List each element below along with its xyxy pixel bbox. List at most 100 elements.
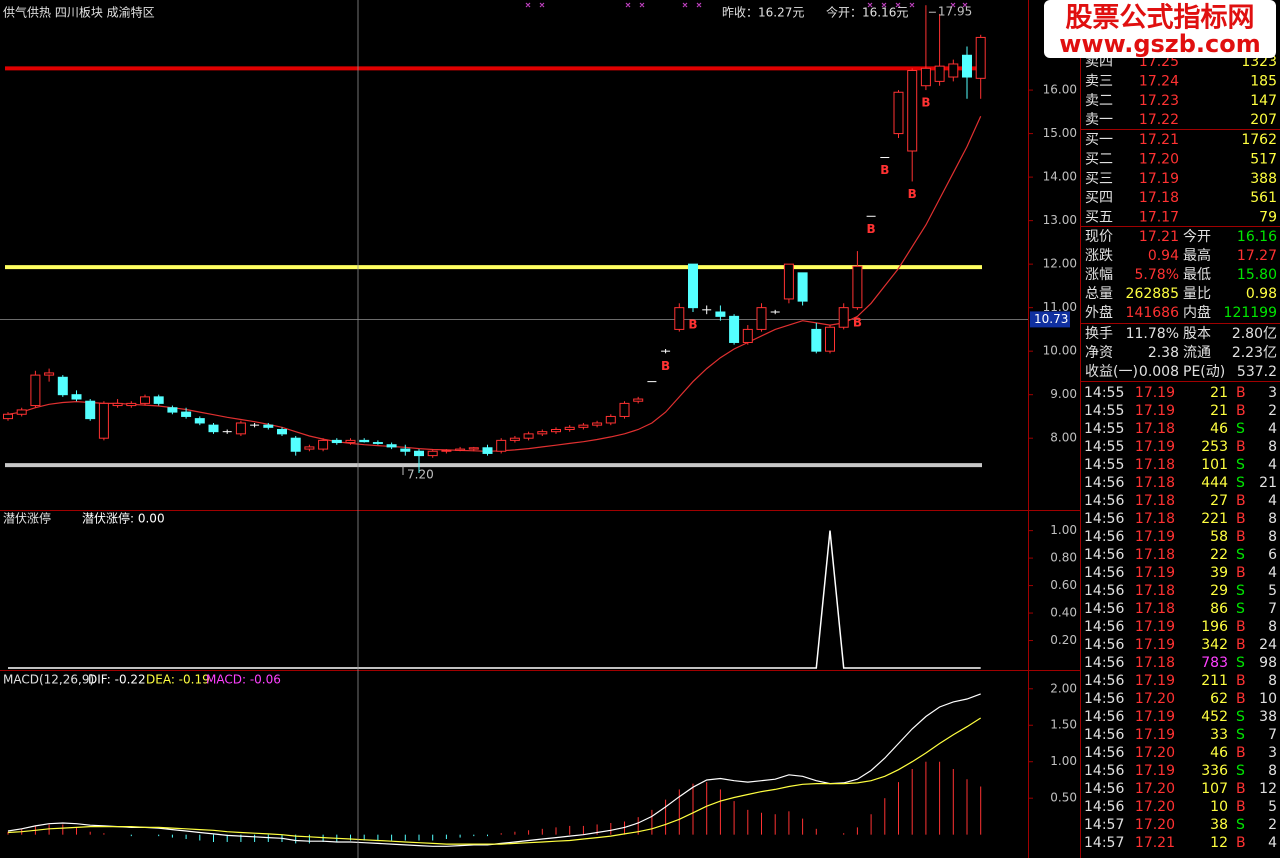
trade-time: 14:55 — [1084, 439, 1124, 455]
candle-body — [372, 442, 383, 444]
y-tick-label: 1.00 — [1050, 523, 1077, 537]
trade-side: S — [1236, 421, 1245, 437]
trade-volume: 33 — [1210, 727, 1228, 743]
trade-time: 14:56 — [1084, 781, 1124, 797]
trade-volume: 22 — [1210, 547, 1228, 563]
trade-time: 14:56 — [1084, 565, 1124, 581]
candle-body — [619, 402, 630, 417]
book-label: 买五 — [1085, 210, 1113, 226]
trade-price: 17.21 — [1135, 835, 1175, 851]
open-price: 今开：16.16元 — [826, 5, 908, 20]
low-marker-label: 7.20 — [407, 468, 434, 482]
trade-side: B — [1236, 673, 1246, 689]
book-price: 17.22 — [1139, 112, 1179, 128]
trade-volume: 38 — [1210, 817, 1228, 833]
buy-signal: B — [661, 359, 670, 373]
y-tick-label: 15.00 — [1043, 126, 1077, 140]
trade-time: 14:55 — [1084, 457, 1124, 473]
candle-body — [140, 396, 150, 404]
watermark-title: 股票公式指标网 — [1066, 3, 1255, 34]
trade-time: 14:56 — [1084, 493, 1124, 509]
trade-price: 17.18 — [1135, 475, 1175, 491]
y-tick-label: 11.00 — [1043, 300, 1077, 314]
candle-body — [345, 439, 356, 444]
cross-marks — [525, 2, 968, 8]
trade-side: S — [1236, 475, 1245, 491]
trade-side: B — [1236, 385, 1246, 401]
stat-label: 流通 — [1183, 345, 1211, 361]
trade-price: 17.19 — [1135, 403, 1175, 419]
trade-time: 14:56 — [1084, 475, 1124, 491]
y-tick-label: 0.60 — [1050, 578, 1077, 592]
candle-body — [44, 372, 55, 376]
stat-label: 涨幅 — [1085, 267, 1113, 283]
trade-side: S — [1236, 583, 1245, 599]
candle-body — [3, 413, 13, 420]
trade-volume: 46 — [1210, 421, 1228, 437]
book-label: 卖三 — [1085, 73, 1113, 89]
trade-count: 4 — [1268, 421, 1277, 437]
book-label: 卖二 — [1085, 93, 1113, 109]
trade-volume: 783 — [1201, 655, 1228, 671]
trade-count: 8 — [1268, 763, 1277, 779]
trade-time: 14:56 — [1084, 691, 1124, 707]
candle-body — [208, 424, 219, 433]
stat-label: PE(动) — [1183, 364, 1225, 380]
stat-value: 15.80 — [1237, 267, 1277, 283]
trade-price: 17.18 — [1135, 421, 1175, 437]
trade-side: B — [1236, 691, 1246, 707]
trade-volume: 107 — [1201, 781, 1228, 797]
candle-body — [674, 307, 685, 330]
trade-volume: 10 — [1210, 799, 1228, 815]
trade-side: B — [1236, 511, 1246, 527]
y-tick-label: 8.00 — [1050, 431, 1077, 445]
stat-label: 净资 — [1085, 345, 1113, 361]
book-volume: 388 — [1250, 171, 1277, 187]
trade-volume: 336 — [1201, 763, 1228, 779]
candle-body — [742, 328, 753, 343]
candle-body — [263, 424, 274, 428]
trade-time: 14:56 — [1084, 673, 1124, 689]
legend-entry: 潜伏涨停: 0.00 — [82, 511, 165, 526]
candle-body — [98, 402, 109, 439]
trade-price: 17.18 — [1135, 655, 1175, 671]
panel-title: 潜伏涨停 — [3, 511, 51, 526]
trade-count: 2 — [1268, 403, 1277, 419]
trade-volume: 342 — [1201, 637, 1228, 653]
trade-price: 17.18 — [1135, 601, 1175, 617]
prev-close: 昨收：16.27元 — [722, 6, 804, 20]
candle-body — [907, 69, 918, 152]
stock-title: 供气供热 四川板块 成渝特区 — [3, 5, 155, 20]
book-price: 17.17 — [1139, 210, 1179, 226]
trade-time: 14:56 — [1084, 799, 1124, 815]
trade-time: 14:55 — [1084, 403, 1124, 419]
trade-count: 5 — [1268, 583, 1277, 599]
candle-body — [509, 437, 520, 441]
book-price: 17.20 — [1139, 151, 1179, 167]
candle-body — [537, 431, 548, 435]
trade-time: 14:56 — [1084, 511, 1124, 527]
trade-price: 17.19 — [1135, 727, 1175, 743]
y-tick-label: 10.00 — [1043, 344, 1077, 358]
candle-body — [181, 411, 192, 417]
trade-volume: 211 — [1201, 673, 1228, 689]
candle-body — [331, 439, 342, 444]
stat-label: 最低 — [1183, 267, 1211, 283]
trade-volume: 21 — [1210, 385, 1228, 401]
trade-time: 14:56 — [1084, 745, 1124, 761]
candle-body — [57, 376, 68, 396]
book-price: 17.19 — [1139, 171, 1179, 187]
trade-price: 17.19 — [1135, 529, 1175, 545]
trade-count: 21 — [1259, 475, 1277, 491]
candle-body — [126, 402, 137, 407]
trade-price: 17.20 — [1135, 799, 1175, 815]
trade-volume: 452 — [1201, 709, 1228, 725]
candle-body — [783, 263, 794, 300]
candle-body — [71, 394, 82, 400]
trade-time: 14:56 — [1084, 709, 1124, 725]
book-volume: 147 — [1250, 93, 1277, 109]
trade-side: S — [1236, 727, 1245, 743]
